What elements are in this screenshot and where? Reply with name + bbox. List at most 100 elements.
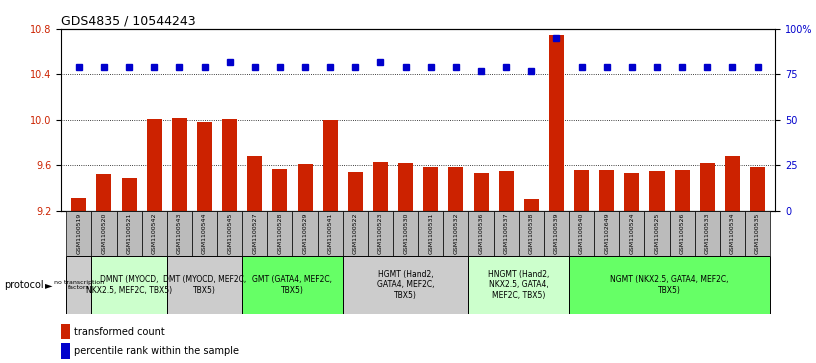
Text: GSM1100545: GSM1100545 — [227, 213, 232, 254]
Text: GSM1100535: GSM1100535 — [755, 213, 760, 254]
Text: GSM1100521: GSM1100521 — [126, 213, 131, 254]
Bar — [619, 211, 645, 256]
Text: DMNT (MYOCD,
NKX2.5, MEF2C, TBX5): DMNT (MYOCD, NKX2.5, MEF2C, TBX5) — [86, 275, 172, 295]
Text: ►: ► — [45, 280, 52, 290]
Bar — [448, 167, 463, 211]
Bar — [273, 168, 287, 211]
Bar — [242, 211, 268, 256]
Bar — [197, 122, 212, 211]
Text: GSM1100530: GSM1100530 — [403, 213, 408, 254]
Bar — [298, 164, 313, 211]
Bar — [172, 118, 187, 211]
Bar — [418, 211, 443, 256]
Bar — [292, 211, 317, 256]
Bar — [122, 178, 136, 211]
Text: GSM1100519: GSM1100519 — [77, 213, 82, 254]
Bar — [700, 163, 715, 211]
Bar — [650, 171, 664, 211]
Text: GSM1100528: GSM1100528 — [277, 213, 282, 254]
Bar — [569, 211, 594, 256]
Bar — [473, 173, 489, 211]
Bar — [544, 211, 569, 256]
Bar — [398, 163, 413, 211]
Bar — [61, 324, 70, 339]
Text: GSM1100537: GSM1100537 — [503, 212, 508, 254]
Bar — [594, 211, 619, 256]
Bar — [745, 211, 770, 256]
Bar — [750, 167, 765, 211]
Text: GSM1100532: GSM1100532 — [454, 212, 459, 254]
Text: GSM1100525: GSM1100525 — [654, 213, 659, 254]
Text: GSM1100533: GSM1100533 — [705, 212, 710, 254]
Text: GSM1102649: GSM1102649 — [605, 212, 610, 254]
Text: NGMT (NKX2.5, GATA4, MEF2C,
TBX5): NGMT (NKX2.5, GATA4, MEF2C, TBX5) — [610, 275, 729, 295]
Bar — [91, 211, 117, 256]
Text: GSM1100538: GSM1100538 — [529, 213, 534, 254]
Bar — [192, 211, 217, 256]
Text: GSM1100540: GSM1100540 — [579, 213, 584, 254]
Bar — [66, 211, 91, 256]
Bar — [348, 172, 363, 211]
Bar — [343, 211, 368, 256]
Bar — [166, 256, 242, 314]
Bar — [468, 211, 494, 256]
Bar — [268, 211, 292, 256]
Bar — [599, 170, 614, 211]
Text: DMT (MYOCD, MEF2C,
TBX5): DMT (MYOCD, MEF2C, TBX5) — [163, 275, 246, 295]
Bar — [670, 211, 694, 256]
Bar — [217, 211, 242, 256]
Bar — [343, 256, 468, 314]
Bar — [142, 211, 166, 256]
Text: GDS4835 / 10544243: GDS4835 / 10544243 — [61, 15, 196, 28]
Text: GSM1100529: GSM1100529 — [303, 212, 308, 254]
Bar — [166, 211, 192, 256]
Bar — [694, 211, 720, 256]
Bar — [569, 256, 770, 314]
Text: transformed count: transformed count — [74, 327, 165, 337]
Bar — [61, 343, 70, 359]
Bar — [91, 256, 166, 314]
Bar — [222, 119, 237, 211]
Text: GSM1100531: GSM1100531 — [428, 213, 433, 254]
Bar — [373, 162, 388, 211]
Text: GSM1100536: GSM1100536 — [478, 213, 484, 254]
Bar — [720, 211, 745, 256]
Bar — [443, 211, 468, 256]
Text: GSM1100520: GSM1100520 — [101, 213, 106, 254]
Bar — [247, 156, 262, 211]
Text: protocol: protocol — [4, 280, 44, 290]
Bar — [147, 119, 162, 211]
Text: GSM1100526: GSM1100526 — [680, 213, 685, 254]
Bar — [494, 211, 519, 256]
Bar — [117, 211, 142, 256]
Bar — [424, 167, 438, 211]
Text: GSM1100524: GSM1100524 — [629, 212, 634, 254]
Text: percentile rank within the sample: percentile rank within the sample — [74, 346, 239, 356]
Bar — [317, 211, 343, 256]
Bar — [242, 256, 343, 314]
Bar — [71, 198, 86, 211]
Bar — [675, 170, 690, 211]
Text: GSM1100534: GSM1100534 — [730, 212, 735, 254]
Bar — [624, 173, 640, 211]
Bar — [549, 35, 564, 211]
Text: GSM1100522: GSM1100522 — [353, 212, 358, 254]
Text: GSM1100527: GSM1100527 — [252, 212, 257, 254]
Text: GSM1100543: GSM1100543 — [177, 212, 182, 254]
Bar — [524, 199, 539, 211]
Text: GSM1100544: GSM1100544 — [202, 212, 207, 254]
Bar — [96, 174, 112, 211]
Bar — [393, 211, 418, 256]
Text: HNGMT (Hand2,
NKX2.5, GATA4,
MEF2C, TBX5): HNGMT (Hand2, NKX2.5, GATA4, MEF2C, TBX5… — [488, 270, 549, 300]
Text: GSM1100542: GSM1100542 — [152, 212, 157, 254]
Text: HGMT (Hand2,
GATA4, MEF2C,
TBX5): HGMT (Hand2, GATA4, MEF2C, TBX5) — [377, 270, 434, 300]
Bar — [499, 171, 514, 211]
Bar — [322, 120, 338, 211]
Bar — [468, 256, 569, 314]
Bar — [574, 170, 589, 211]
Bar — [66, 256, 91, 314]
Bar — [519, 211, 544, 256]
Bar — [368, 211, 393, 256]
Bar — [645, 211, 670, 256]
Text: GSM1100539: GSM1100539 — [554, 212, 559, 254]
